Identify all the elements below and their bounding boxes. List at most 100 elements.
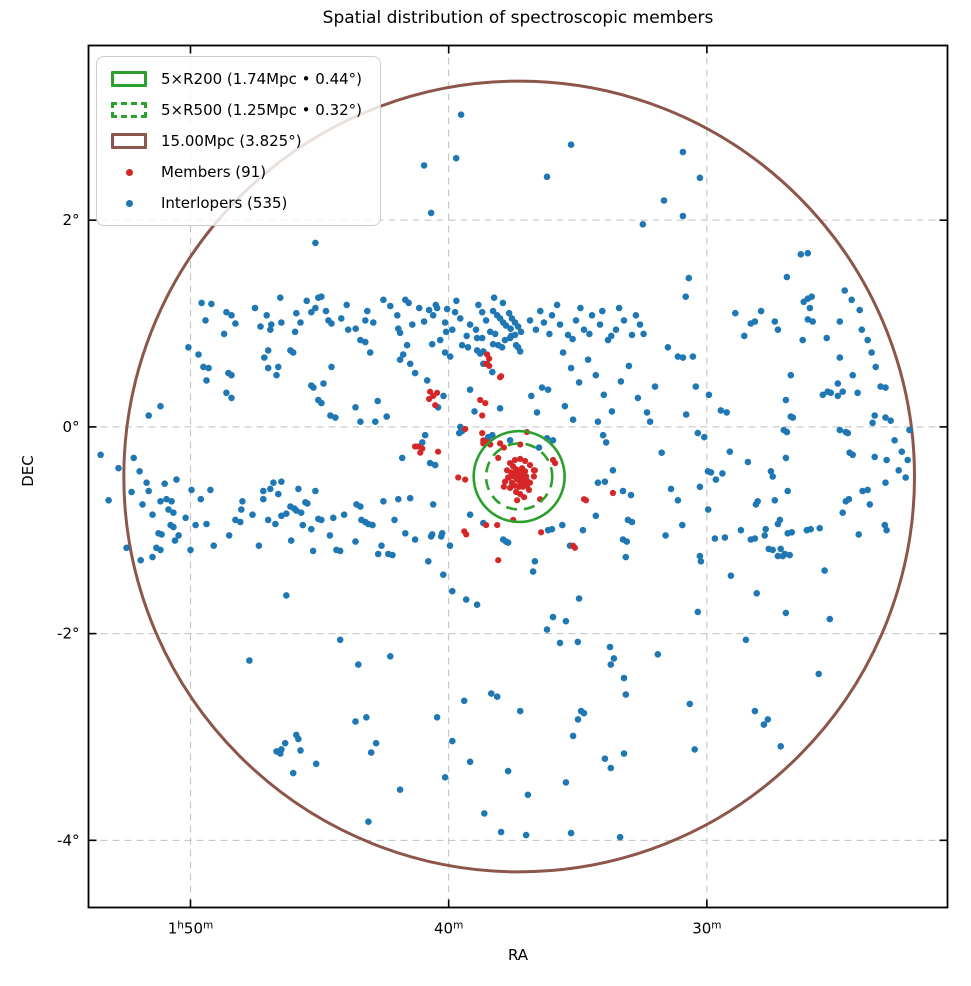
data-point (374, 550, 382, 558)
data-point (612, 326, 620, 334)
data-point (396, 786, 404, 793)
data-point (895, 467, 902, 474)
data-point (845, 495, 853, 503)
data-point (762, 525, 769, 533)
data-point (446, 353, 454, 360)
data-point (391, 516, 398, 524)
data-point (517, 328, 525, 336)
data-point (705, 391, 713, 399)
legend-item-label: 5×R200 (1.74Mpc • 0.44°) (161, 70, 363, 88)
data-point (277, 294, 284, 302)
y-tick-label: -4° (57, 831, 79, 849)
y-tick-label: 0° (62, 418, 79, 436)
data-point (449, 737, 456, 745)
data-point (522, 831, 530, 839)
data-point (782, 454, 790, 462)
15Mpc-circle (122, 79, 917, 874)
data-point (696, 174, 704, 182)
data-point (834, 392, 842, 400)
data-point (336, 636, 344, 644)
data-point (203, 520, 210, 528)
data-point (352, 325, 360, 333)
data-point (449, 587, 456, 595)
legend-item-interlopers: Interlopers (535) (109, 191, 362, 215)
data-point (594, 479, 602, 487)
data-point (420, 162, 428, 169)
data-point (170, 523, 177, 531)
data-point (526, 479, 534, 486)
data-point (223, 308, 230, 316)
data-point (784, 487, 791, 495)
data-point (859, 487, 866, 495)
data-point (844, 429, 852, 437)
data-point (572, 317, 580, 324)
data-point (406, 494, 414, 502)
data-point (767, 468, 775, 475)
data-point (761, 532, 768, 539)
data-point (157, 498, 164, 505)
data-point (442, 328, 450, 336)
data-point (601, 755, 609, 762)
data-point (402, 530, 409, 537)
data-point (697, 558, 705, 565)
data-point (883, 526, 890, 534)
data-point (432, 301, 440, 309)
data-point (228, 312, 235, 319)
data-point (328, 320, 335, 327)
data-point (197, 495, 205, 503)
data-point (232, 320, 239, 327)
data-point (667, 485, 675, 493)
data-point (769, 473, 776, 480)
data-point (608, 332, 615, 340)
data-point (727, 572, 735, 579)
data-point (571, 544, 579, 551)
data-point (293, 309, 300, 317)
data-point (165, 506, 172, 513)
data-point (203, 377, 210, 384)
data-point (322, 307, 330, 315)
data-point (462, 476, 469, 483)
data-point (658, 449, 665, 457)
axes-frame (87, 44, 949, 909)
data-point (777, 743, 784, 750)
data-point (620, 750, 628, 757)
data-point (592, 512, 600, 520)
data-point (403, 341, 411, 349)
data-point (149, 511, 156, 518)
data-point (344, 326, 352, 334)
data-point (517, 455, 524, 462)
data-point (592, 371, 600, 379)
data-point (723, 409, 730, 416)
data-point (489, 368, 496, 376)
data-point (409, 321, 416, 328)
data-point (489, 307, 497, 315)
members-icon (125, 168, 133, 176)
data-point (836, 426, 844, 434)
data-point (696, 552, 704, 560)
data-point (882, 414, 889, 421)
data-point (506, 334, 514, 342)
data-point (171, 537, 179, 544)
data-point (372, 739, 380, 747)
data-point (352, 718, 359, 725)
data-point (514, 344, 522, 351)
data-point (365, 818, 372, 825)
data-point (834, 380, 842, 387)
data-point (531, 558, 539, 565)
data-point (858, 326, 866, 334)
data-point (561, 402, 569, 410)
data-point (320, 380, 327, 387)
data-point (374, 397, 382, 405)
data-point (283, 592, 290, 599)
data-point (478, 334, 486, 342)
data-point (507, 460, 514, 467)
data-point (574, 638, 582, 646)
data-point (396, 329, 404, 337)
data-point (651, 383, 659, 390)
data-point (303, 297, 311, 305)
data-point (628, 331, 636, 339)
data-point (295, 735, 302, 743)
data-point (586, 330, 593, 338)
x-axis-label: RA (507, 946, 529, 964)
data-point (405, 299, 413, 307)
